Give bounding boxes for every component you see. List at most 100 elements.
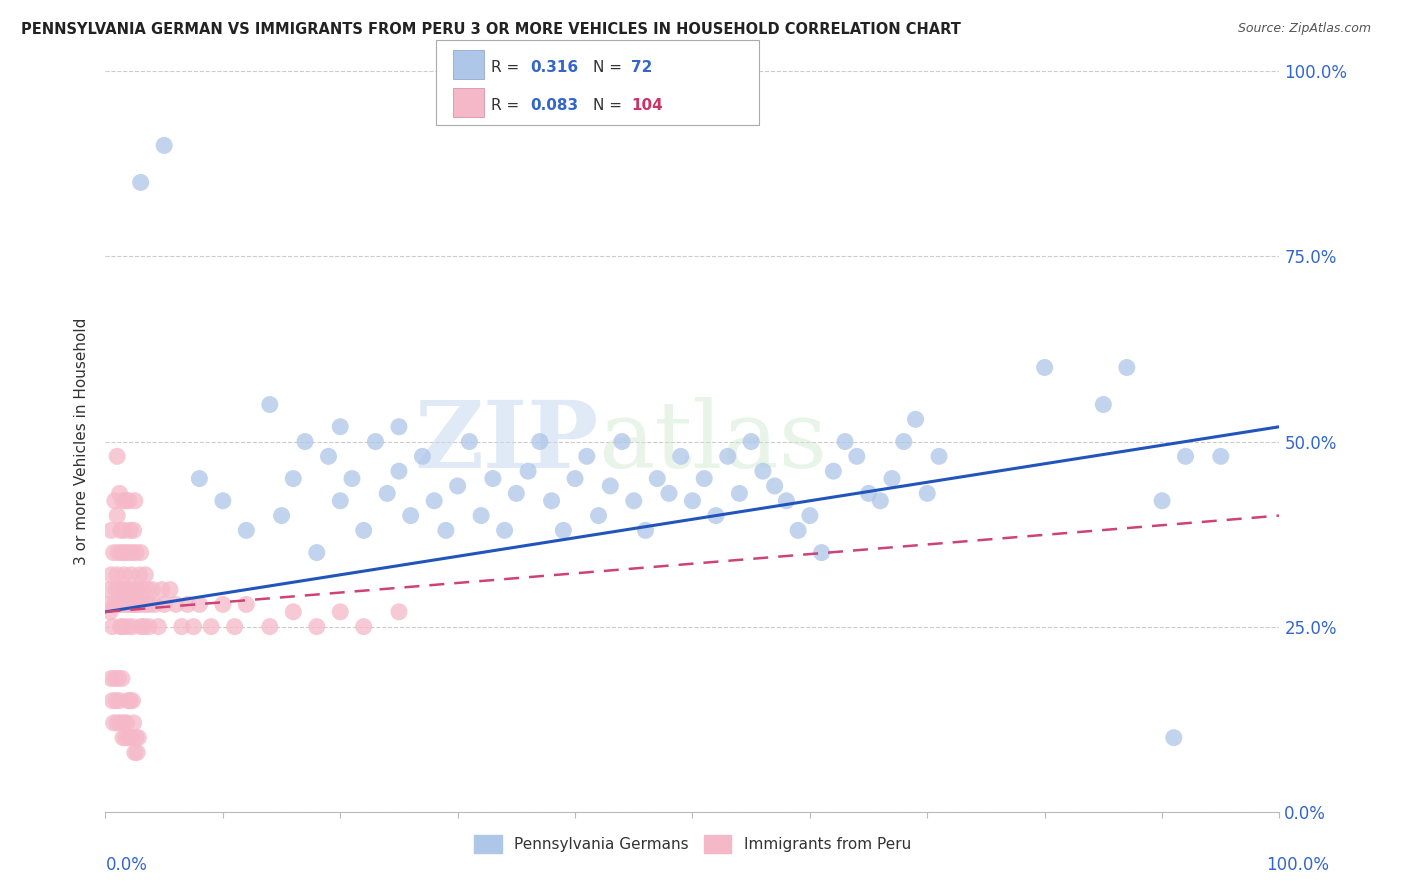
Point (104, 493, 127, 508)
Point (148, 619, 170, 633)
Text: 0.316: 0.316 (530, 60, 578, 75)
Point (482, 472, 505, 486)
Point (129, 546, 152, 560)
Point (259, 398, 281, 412)
Point (447, 479, 470, 493)
Point (470, 508, 492, 523)
Point (283, 472, 305, 486)
Point (834, 434, 856, 449)
Point (111, 598, 134, 612)
Point (775, 493, 797, 508)
Point (125, 598, 148, 612)
Point (1092, 398, 1115, 412)
Point (810, 546, 832, 560)
Point (108, 486, 131, 500)
Point (787, 524, 810, 538)
Point (111, 546, 134, 560)
Point (183, 619, 205, 633)
Point (105, 508, 128, 523)
Text: 72: 72 (631, 60, 652, 75)
Point (880, 472, 903, 486)
Point (411, 450, 433, 464)
Point (105, 567, 128, 582)
Point (717, 450, 740, 464)
Point (120, 598, 142, 612)
Point (634, 524, 657, 538)
Point (505, 486, 527, 500)
Point (529, 434, 551, 449)
Point (823, 464, 845, 478)
Point (118, 493, 141, 508)
Point (112, 493, 135, 508)
Point (494, 524, 516, 538)
Point (108, 582, 131, 597)
Point (112, 524, 135, 538)
Point (100, 524, 122, 538)
Point (259, 619, 281, 633)
Point (200, 619, 222, 633)
Point (740, 434, 762, 449)
Point (224, 619, 246, 633)
Point (104, 672, 127, 686)
Point (103, 546, 125, 560)
Point (100, 672, 122, 686)
Point (129, 619, 152, 633)
Point (127, 598, 149, 612)
Point (125, 546, 148, 560)
Point (1150, 493, 1173, 508)
Point (97, 598, 120, 612)
Point (575, 450, 598, 464)
Point (159, 582, 181, 597)
Point (115, 493, 138, 508)
Point (117, 619, 139, 633)
Point (693, 472, 716, 486)
Point (329, 419, 352, 434)
Point (294, 434, 316, 449)
Point (858, 486, 880, 500)
Point (553, 524, 575, 538)
Point (105, 694, 128, 708)
Point (118, 546, 141, 560)
Point (540, 493, 562, 508)
Point (153, 138, 176, 153)
Point (752, 464, 775, 478)
Point (135, 598, 157, 612)
Point (188, 472, 211, 486)
Point (122, 598, 145, 612)
Point (100, 567, 122, 582)
Point (1174, 450, 1197, 464)
Point (364, 434, 387, 449)
Text: 0.0%: 0.0% (105, 855, 148, 873)
Point (610, 434, 633, 449)
Point (114, 546, 136, 560)
Point (122, 524, 145, 538)
Point (110, 524, 132, 538)
Point (108, 694, 131, 708)
Point (107, 546, 129, 560)
Point (105, 715, 128, 730)
Point (1163, 731, 1185, 745)
Point (165, 598, 187, 612)
Point (121, 694, 143, 708)
Point (127, 746, 149, 760)
Text: 100.0%: 100.0% (1265, 855, 1329, 873)
Point (103, 715, 125, 730)
Point (98, 605, 121, 619)
Point (120, 694, 142, 708)
Point (658, 486, 681, 500)
Point (869, 493, 891, 508)
Point (141, 582, 163, 597)
Point (728, 486, 751, 500)
Point (110, 619, 132, 633)
Point (114, 731, 136, 745)
Point (928, 450, 950, 464)
Point (623, 493, 645, 508)
Point (121, 619, 143, 633)
Point (118, 598, 141, 612)
Point (235, 598, 257, 612)
Point (588, 508, 610, 523)
Point (111, 672, 134, 686)
Point (105, 450, 128, 464)
Point (134, 619, 156, 633)
Text: R =: R = (491, 60, 524, 75)
